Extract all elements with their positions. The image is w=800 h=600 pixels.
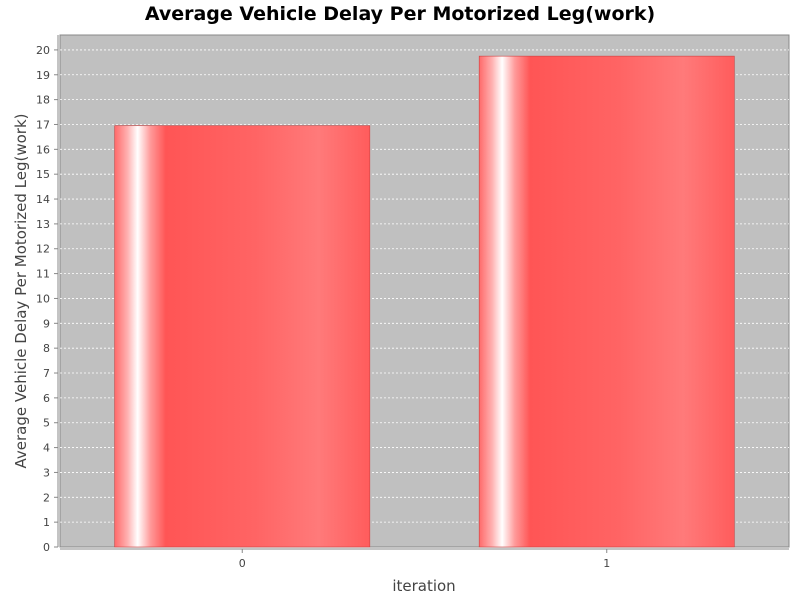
- y-tick-label: 3: [43, 466, 50, 479]
- y-axis-label: Average Vehicle Delay Per Motorized Leg(…: [12, 114, 30, 469]
- y-tick-label: 6: [43, 392, 50, 405]
- y-tick-label: 12: [36, 243, 50, 256]
- y-tick-label: 15: [36, 168, 50, 181]
- y-tick-label: 1: [43, 516, 50, 529]
- y-tick-label: 10: [36, 292, 50, 305]
- y-tick-label: 9: [43, 317, 50, 330]
- y-tick-label: 2: [43, 491, 50, 504]
- y-tick-label: 7: [43, 367, 50, 380]
- chart-title: Average Vehicle Delay Per Motorized Leg(…: [145, 3, 655, 25]
- y-tick-label: 18: [36, 94, 50, 107]
- x-tick-label: 0: [239, 557, 246, 570]
- y-tick-label: 5: [43, 417, 50, 430]
- y-tick-label: 13: [36, 218, 50, 231]
- y-tick-label: 16: [36, 143, 50, 156]
- y-tick-label: 11: [36, 268, 50, 281]
- y-tick-label: 0: [43, 541, 50, 554]
- x-tick-label: 1: [603, 557, 610, 570]
- y-tick-label: 19: [36, 69, 50, 82]
- y-tick-label: 4: [43, 442, 50, 455]
- y-tick-label: 14: [36, 193, 50, 206]
- bars: [114, 55, 735, 548]
- bar-iteration-1: [478, 55, 735, 548]
- y-tick-label: 20: [36, 44, 50, 57]
- y-tick-label: 17: [36, 118, 50, 131]
- x-axis-label: iteration: [392, 577, 455, 595]
- bar-iteration-0: [114, 125, 371, 548]
- y-tick-label: 8: [43, 342, 50, 355]
